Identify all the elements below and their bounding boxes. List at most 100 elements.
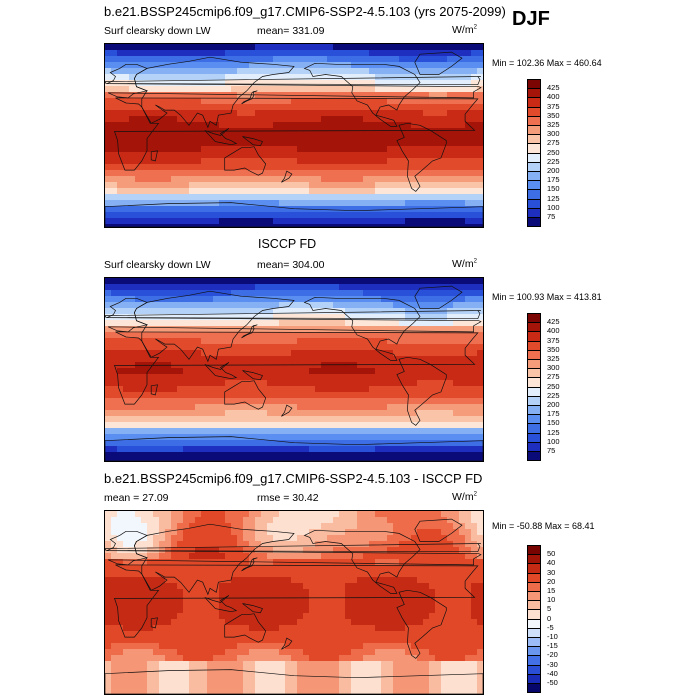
coastline	[242, 370, 263, 381]
coastline	[134, 290, 295, 363]
panel3-minmax: Min = -50.88 Max = 68.41	[492, 521, 595, 531]
coastline	[224, 613, 267, 643]
coastline	[106, 63, 482, 99]
colorbar-label: 150	[547, 418, 560, 428]
colorbar-label: 0	[547, 613, 552, 623]
panel1-title: b.e21.BSSP245cmip6.f09_g17.CMIP6-SSP2-4.…	[104, 4, 506, 19]
colorbar-label: 400	[547, 326, 560, 336]
coastline	[241, 557, 258, 572]
colorbar-label: -50	[547, 678, 558, 687]
coastlines	[105, 285, 483, 461]
colorbar-label: 150	[547, 184, 560, 194]
colorbar-label: 225	[547, 390, 560, 400]
coastline	[105, 669, 483, 694]
panel3-title: b.e21.BSSP245cmip6.f09_g17.CMIP6-SSP2-4.…	[104, 471, 483, 486]
colorbar-label: -20	[547, 650, 558, 660]
colorbar-label: 400	[547, 92, 560, 102]
colorbar-label: 10	[547, 595, 556, 605]
colorbar-label: -30	[547, 659, 558, 669]
coastlines	[105, 51, 483, 227]
coastline	[396, 122, 447, 192]
coastline	[281, 404, 293, 417]
coastline	[105, 543, 481, 553]
panel2-variable: Surf clearsky down LW	[104, 259, 211, 271]
coastline	[106, 297, 482, 333]
colorbar-label: 100	[547, 202, 560, 212]
coastline	[281, 637, 293, 650]
panel2-mean: mean= 304.00	[257, 259, 325, 271]
coastline	[114, 331, 479, 405]
coastline	[150, 617, 158, 629]
colorbar-label: -10	[547, 632, 558, 641]
colorbar-label: 275	[547, 138, 560, 148]
coastline	[242, 136, 263, 147]
colorbar-label: 75	[547, 212, 556, 221]
colorbar-label: 250	[547, 381, 560, 391]
colorbar-label: 100	[547, 436, 560, 446]
panel2-units: W/m2	[452, 258, 477, 270]
coastline	[106, 530, 482, 566]
colorbar-label: 15	[547, 586, 556, 595]
colorbar-label: 300	[547, 363, 560, 373]
coastline	[105, 310, 481, 320]
panel1-variable: Surf clearsky down LW	[104, 25, 211, 37]
colorbar-label: 5	[547, 604, 552, 614]
coastline	[396, 356, 447, 426]
coastline	[105, 436, 483, 461]
coastline	[242, 603, 263, 614]
panel2-map	[104, 277, 484, 462]
coastline	[150, 150, 158, 162]
panel2-minmax: Min = 100.93 Max = 413.81	[492, 292, 602, 302]
colorbar-label: 325	[547, 120, 560, 129]
panel1-mean: mean= 331.09	[257, 25, 325, 37]
coastline	[303, 296, 421, 361]
panel3-rmse: rmse = 30.42	[257, 492, 319, 504]
coastline	[204, 128, 238, 146]
panel3-map	[104, 510, 484, 695]
panel1-field	[105, 44, 483, 227]
coastline	[414, 51, 463, 75]
colorbar-label: 30	[547, 567, 556, 577]
coastline	[241, 90, 258, 105]
panel2-title: ISCCP FD	[258, 237, 317, 251]
colorbar-label: 125	[547, 427, 560, 437]
colorbar-box	[527, 451, 541, 462]
colorbar-label: 75	[547, 446, 556, 455]
colorbar-label: 375	[547, 335, 560, 345]
coastlines	[105, 518, 483, 694]
colorbar-label: 175	[547, 409, 560, 419]
colorbar-label: 375	[547, 101, 560, 111]
panel3-mean: mean = 27.09	[104, 492, 169, 504]
colorbar-label: 175	[547, 175, 560, 185]
panel2-field	[105, 278, 483, 461]
panel1-units: W/m2	[452, 24, 477, 36]
coastline	[224, 380, 267, 410]
coastline	[134, 523, 295, 596]
colorbar-label: 325	[547, 354, 560, 363]
colorbar-box	[527, 683, 541, 694]
colorbar-label: -40	[547, 668, 558, 678]
coastline	[414, 285, 463, 309]
colorbar-label: 40	[547, 558, 556, 568]
coastline	[134, 56, 295, 129]
colorbar-label: -5	[547, 622, 554, 632]
coastline	[224, 146, 267, 176]
panel1-minmax: Min = 102.36 Max = 460.64	[492, 58, 602, 68]
colorbar-label: 250	[547, 147, 560, 157]
colorbar-label: 200	[547, 166, 560, 175]
coastline	[105, 76, 481, 86]
coastline	[204, 595, 238, 613]
colorbar-label: 225	[547, 156, 560, 166]
coastline	[114, 564, 479, 638]
colorbar-label: 425	[547, 83, 560, 93]
panel3-field	[105, 511, 483, 694]
colorbar-label: 350	[547, 344, 560, 354]
panel3-units: W/m2	[452, 491, 477, 503]
colorbar-label: 125	[547, 193, 560, 203]
colorbar-label: 425	[547, 317, 560, 327]
colorbar-label: 300	[547, 129, 560, 139]
coastline	[150, 384, 158, 396]
colorbar-label: 350	[547, 110, 560, 120]
coastline	[204, 362, 238, 380]
coastline	[241, 324, 258, 339]
